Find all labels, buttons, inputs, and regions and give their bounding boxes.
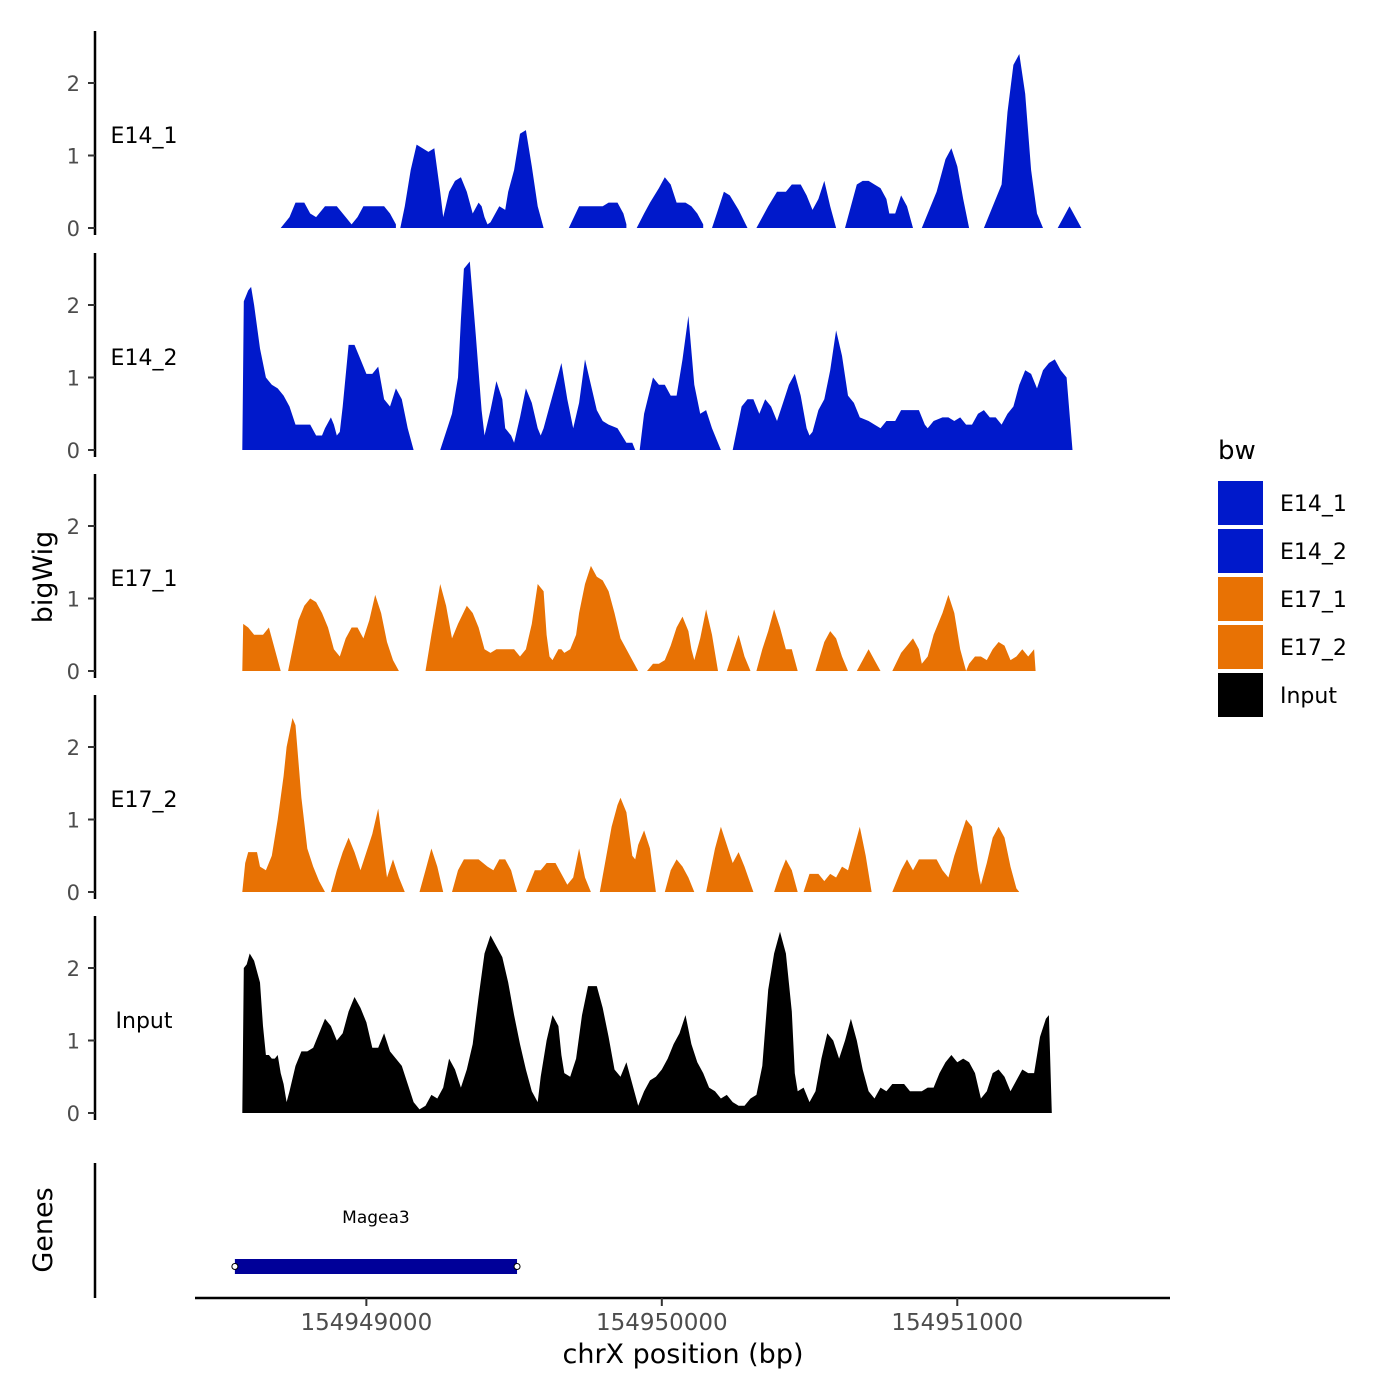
coverage-area <box>726 634 751 671</box>
y-tick-label: 0 <box>67 660 80 684</box>
coverage-area <box>242 623 281 671</box>
coverage-area <box>400 130 544 228</box>
legend-label: E14_1 <box>1280 492 1347 517</box>
coverage-area <box>921 148 970 228</box>
track-label: Input <box>116 1009 173 1034</box>
track-Input: 0 1 2 Input <box>67 916 1052 1126</box>
coverage-area <box>756 180 837 228</box>
coverage-area <box>639 315 721 450</box>
coverage-area <box>599 797 656 892</box>
legend-label: Input <box>1280 684 1337 709</box>
y-tick-label: 0 <box>67 881 80 905</box>
track-E17_1: 0 1 2 E17_1 <box>67 474 1036 684</box>
coverage-area <box>419 848 444 892</box>
legend: bw E14_1 E14_2 E17_1 E17_2 Input <box>1218 436 1347 717</box>
legend-swatch <box>1218 673 1263 717</box>
genes-track-label: Genes <box>28 1187 59 1272</box>
coverage-area <box>288 594 399 671</box>
x-tick-label: 154949000 <box>301 1310 433 1336</box>
legend-swatch <box>1218 625 1263 669</box>
track-E14_2: 0 1 2 E14_2 <box>67 253 1073 463</box>
coverage-area <box>1057 206 1082 228</box>
legend-title: bw <box>1218 436 1256 466</box>
gene-start-marker <box>231 1263 239 1270</box>
coverage-area <box>892 819 1020 892</box>
y-tick-label: 1 <box>67 367 80 391</box>
coverage-area <box>712 191 748 228</box>
track-E14_1: 0 1 2 E14_1 <box>67 31 1082 241</box>
track-label: E14_2 <box>111 346 178 371</box>
coverage-area <box>803 826 872 892</box>
y-tick-label: 2 <box>67 957 80 981</box>
y-tick-label: 2 <box>67 72 80 96</box>
legend-label: E14_2 <box>1280 540 1347 565</box>
x-tick-label: 154951000 <box>891 1310 1023 1336</box>
coverage-area <box>440 261 636 450</box>
coverage-area <box>815 631 848 671</box>
y-tick-label: 1 <box>67 1030 80 1054</box>
coverage-area <box>242 931 1052 1113</box>
track-E17_2: 0 1 2 E17_2 <box>67 695 1020 905</box>
y-tick-label: 2 <box>67 736 80 760</box>
coverage-area <box>856 649 881 671</box>
coverage-area <box>983 54 1043 228</box>
y-tick-label: 1 <box>67 809 80 833</box>
y-tick-label: 1 <box>67 588 80 612</box>
coverage-area <box>330 808 405 892</box>
y-tick-label: 2 <box>67 515 80 539</box>
coverage-area <box>242 718 325 892</box>
gene-label: Magea3 <box>342 1208 410 1228</box>
x-axis: chrX position (bp) 154949000 154950000 154… <box>195 1296 1170 1370</box>
coverage-area <box>706 826 754 892</box>
legend-label: E17_1 <box>1280 588 1347 613</box>
y-tick-label: 2 <box>67 294 80 318</box>
track-panels: 0 1 2 E14_1 0 1 2 E14_2 0 1 2 E17_1 0 1 2 E17_2 0 1 2 Input <box>67 31 1082 1126</box>
track-label: E17_2 <box>111 788 178 813</box>
legend-swatch <box>1218 481 1263 525</box>
coverage-area <box>425 565 639 671</box>
y-tick-label: 0 <box>67 439 80 463</box>
coverage-area <box>892 594 1036 671</box>
x-tick-label: 154950000 <box>596 1310 728 1336</box>
gene-bar <box>234 1259 518 1274</box>
coverage-area <box>636 177 704 228</box>
y-tick-label: 1 <box>67 145 80 169</box>
coverage-area <box>280 202 396 228</box>
track-label: E14_1 <box>111 124 178 149</box>
y-axis-title: bigWig <box>28 531 59 624</box>
coverage-area <box>525 848 591 892</box>
legend-swatch <box>1218 529 1263 573</box>
coverage-area <box>732 330 1073 450</box>
coverage-area <box>242 286 414 450</box>
x-axis-title: chrX position (bp) <box>562 1339 803 1370</box>
y-tick-label: 0 <box>67 1102 80 1126</box>
y-tick-label: 0 <box>67 217 80 241</box>
coverage-area <box>664 859 695 892</box>
genes-track: Genes Magea3 <box>28 1163 521 1298</box>
legend-label: E17_2 <box>1280 636 1347 661</box>
coverage-area <box>647 609 718 671</box>
coverage-area <box>568 202 627 228</box>
track-label: E17_1 <box>111 567 178 592</box>
coverage-area <box>756 609 798 671</box>
legend-swatch <box>1218 577 1263 621</box>
coverage-area <box>845 180 913 228</box>
coverage-area <box>774 859 798 892</box>
coverage-area <box>452 859 517 892</box>
gene-end-marker <box>513 1263 521 1270</box>
